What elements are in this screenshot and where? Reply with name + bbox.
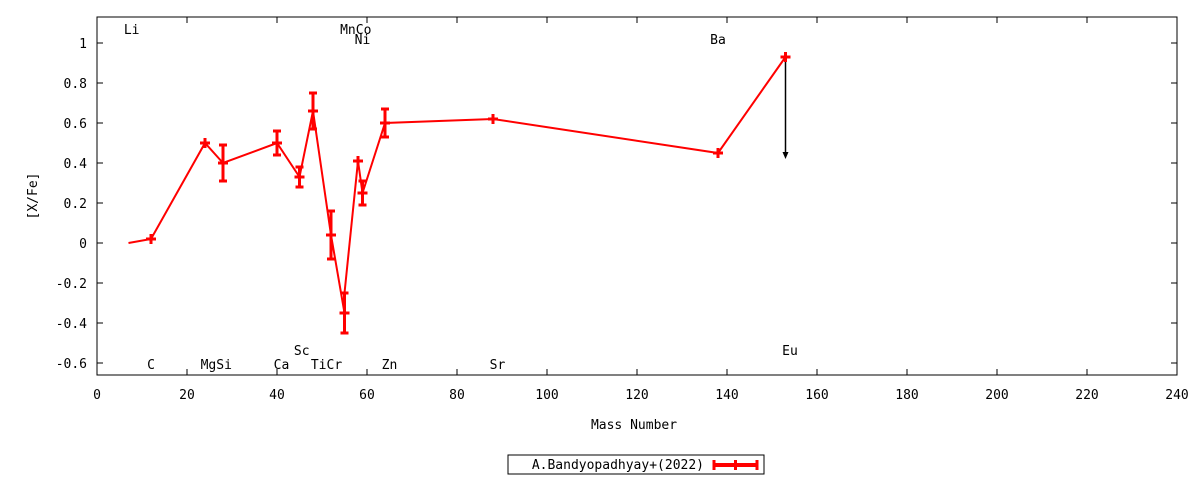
x-tick-label: 180	[895, 388, 918, 403]
series-line	[128, 56, 787, 314]
legend-label: A.Bandyopadhyay+(2022)	[532, 458, 704, 473]
data-point	[380, 118, 390, 128]
x-tick-label: 60	[359, 388, 375, 403]
x-tick-label: 100	[535, 388, 558, 403]
series-layer	[128, 52, 791, 335]
element-annotation: TiCr	[311, 358, 342, 373]
upper-limit-arrowhead	[782, 152, 789, 159]
element-annotation: Sr	[490, 358, 506, 373]
x-tick-label: 80	[449, 388, 465, 403]
y-tick-label: 0.4	[64, 157, 88, 172]
element-annotation: MgSi	[201, 358, 232, 373]
element-annotation: Ba	[710, 33, 726, 48]
data-point	[488, 114, 498, 124]
y-tick-label: -0.2	[56, 277, 87, 292]
element-annotation: MnCo	[340, 23, 371, 38]
data-point	[294, 172, 305, 182]
x-tick-label: 0	[93, 388, 101, 403]
element-annotation: Li	[124, 23, 140, 38]
data-point	[146, 234, 156, 244]
data-point	[218, 158, 228, 168]
x-tick-label: 120	[625, 388, 648, 403]
legend-box	[507, 454, 765, 475]
data-point	[357, 188, 368, 198]
y-tick-label: 0.8	[64, 77, 87, 92]
axes	[96, 16, 1178, 376]
x-tick-label: 220	[1075, 388, 1098, 403]
y-axis-label: [X/Fe]	[26, 173, 41, 220]
plot-frame	[96, 16, 1178, 376]
ticks: 0 20 40 60 80 100 120 140 160 180 200 220 240 -0.6 -0.…	[56, 17, 1189, 403]
data-point	[780, 52, 791, 62]
data-point	[308, 106, 318, 116]
element-annotation: Sc	[294, 344, 310, 359]
element-annotation: Ni	[355, 33, 371, 48]
data-point	[200, 138, 210, 148]
y-tick-label: 0	[79, 237, 87, 252]
x-tick-label: 240	[1165, 388, 1188, 403]
y-tick-label: 0.6	[64, 117, 87, 132]
y-tick-label: 1	[79, 37, 87, 52]
x-tick-label: 160	[805, 388, 828, 403]
x-tick-label: 20	[179, 388, 195, 403]
element-annotation: Zn	[382, 358, 398, 373]
y-tick-label: 0.2	[64, 197, 87, 212]
x-tick-label: 200	[985, 388, 1008, 403]
x-tick-label: 40	[269, 388, 285, 403]
x-tick-label: 140	[715, 388, 738, 403]
data-point	[339, 308, 350, 318]
x-axis-label: Mass Number	[591, 418, 677, 433]
element-annotation: Eu	[782, 344, 798, 359]
data-point	[326, 230, 336, 240]
y-tick-label: -0.4	[56, 317, 87, 332]
element-annotation: C	[147, 358, 155, 373]
element-annotation: Ca	[274, 358, 290, 373]
data-point	[713, 148, 723, 158]
data-point	[353, 156, 363, 166]
y-tick-label: -0.6	[56, 357, 87, 372]
data-point	[272, 138, 282, 148]
legend: A.Bandyopadhyay+(2022)	[507, 454, 765, 475]
